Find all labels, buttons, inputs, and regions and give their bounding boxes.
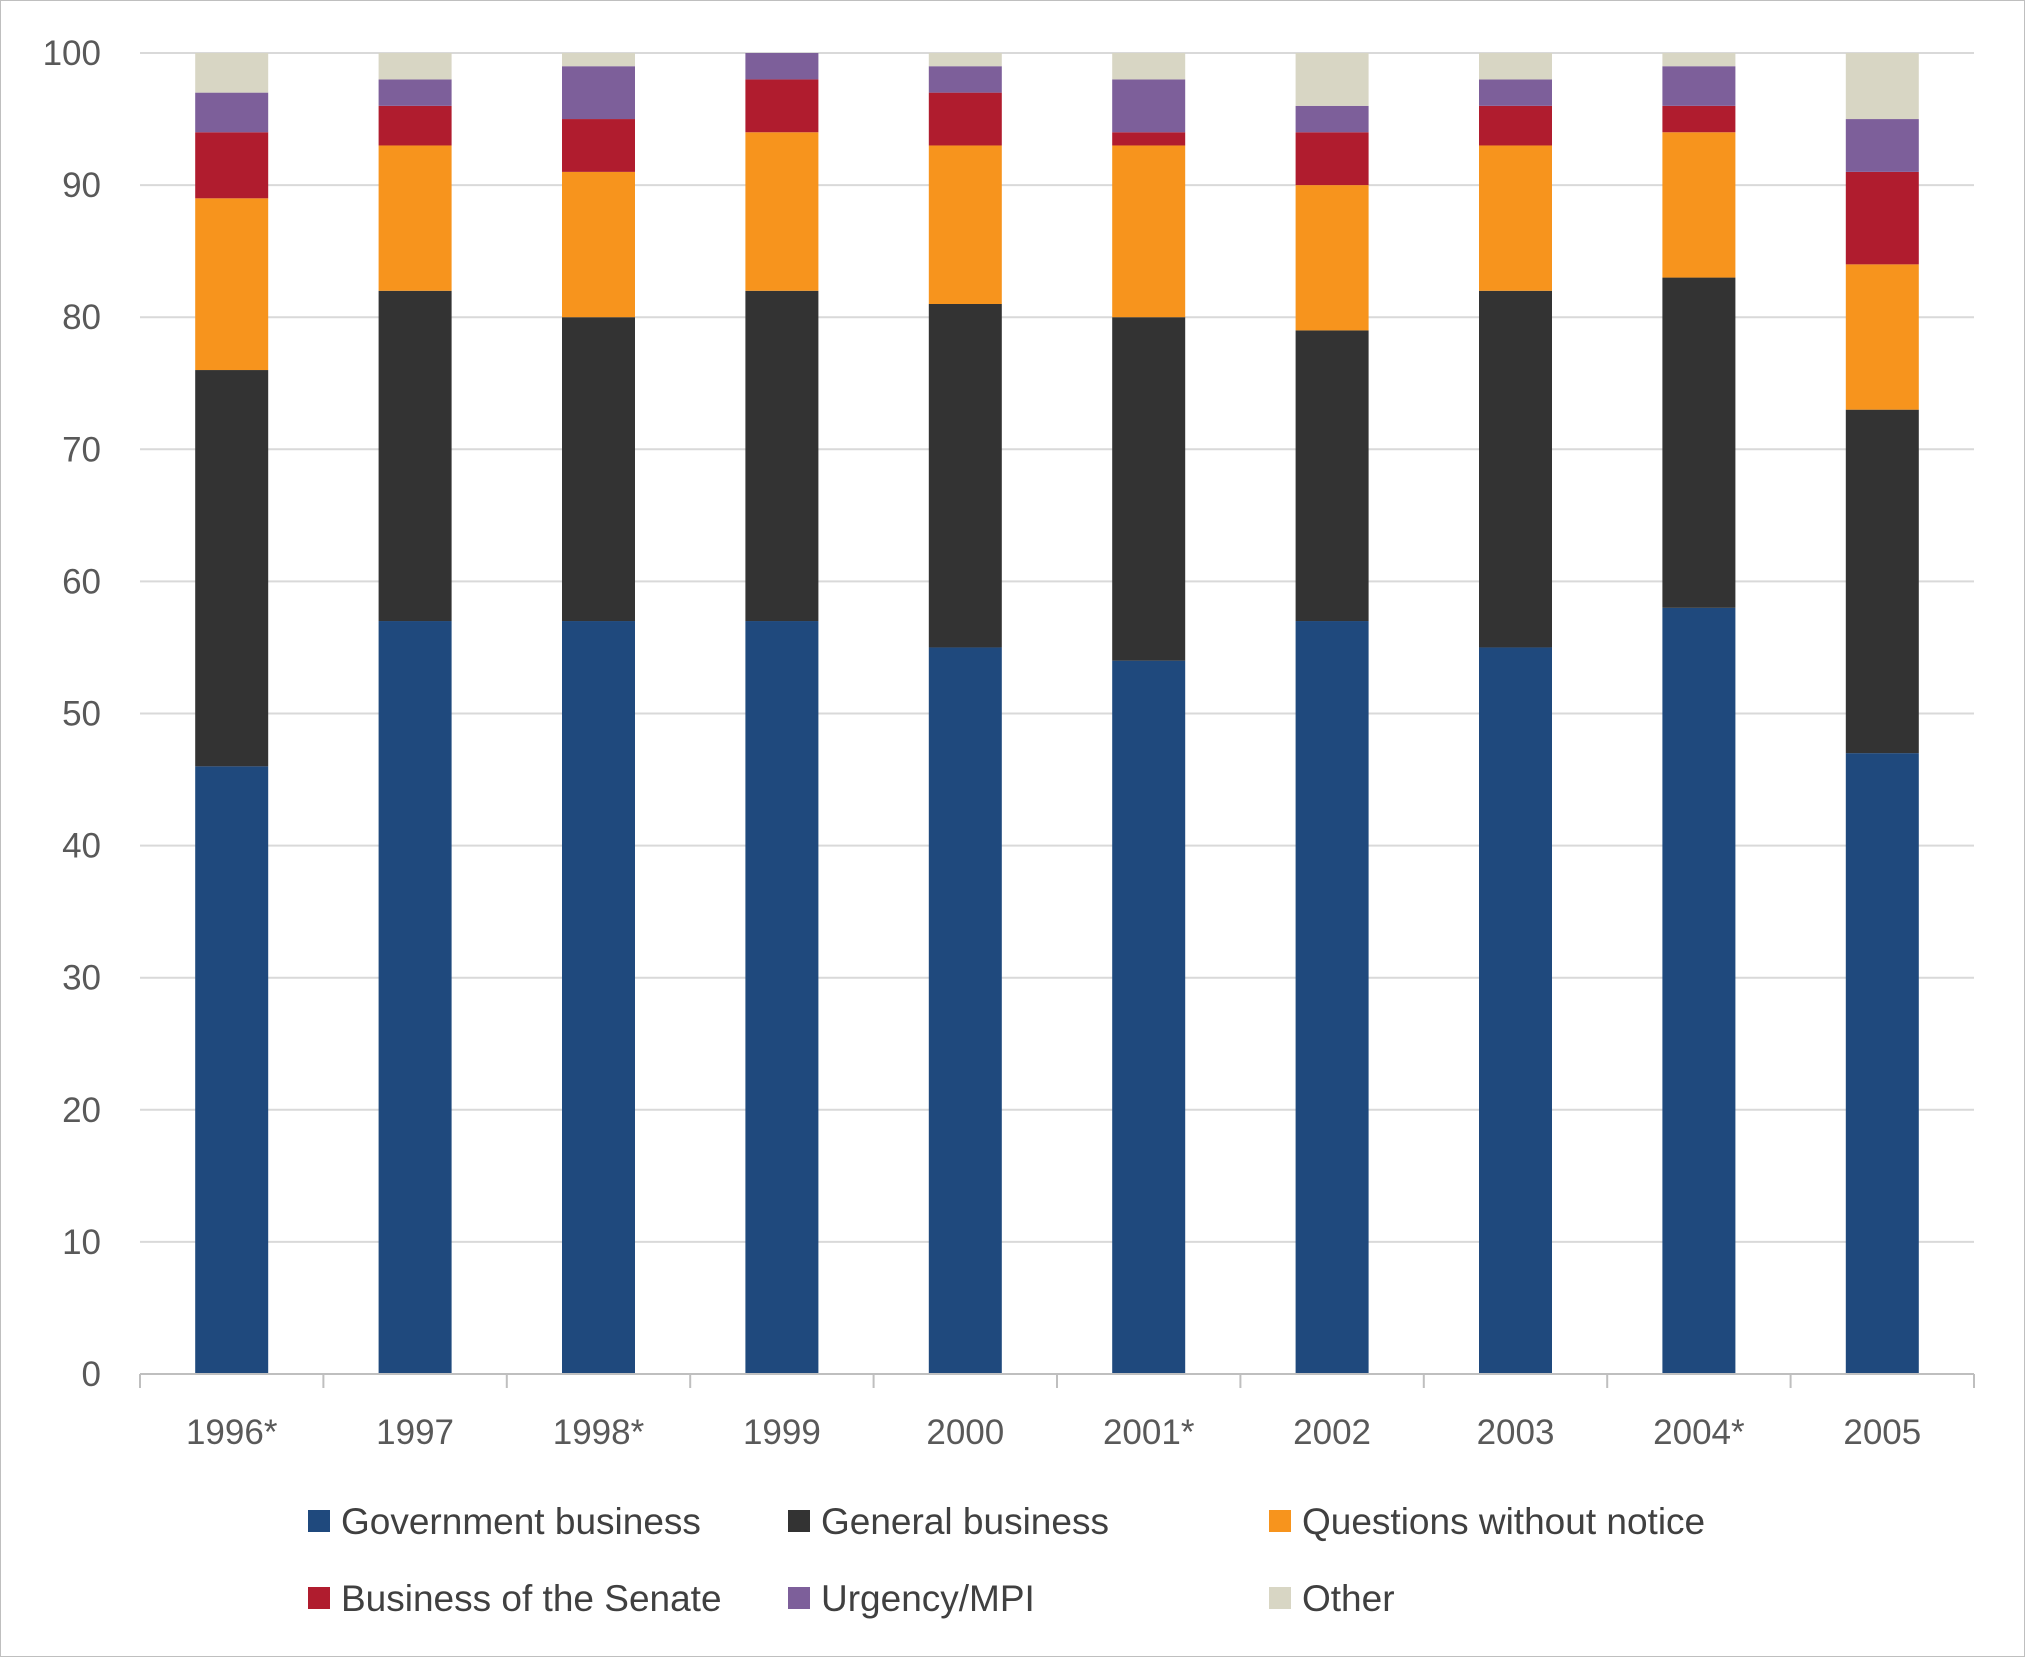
x-tick-label-2004: 2004* [1653,1413,1745,1452]
x-tick-label-2005: 2005 [1843,1413,1921,1452]
x-tick-label-2003: 2003 [1477,1413,1555,1452]
bar-1997-questions-without-notice [378,145,452,291]
bar-2000-business-of-the-senate [928,92,1002,146]
bar-2003-general-business [1479,290,1552,648]
legend-label-government-business: Government business [341,1501,701,1542]
bar-1997-business-of-the-senate [378,105,452,146]
legend-label-general-business: General business [821,1501,1109,1542]
x-tick-label-1996: 1996* [186,1413,278,1452]
bar-1996-government-business [195,766,269,1374]
bar-2003-other [1479,53,1552,80]
bar-2005-questions-without-notice [1845,264,1919,410]
bar-2001-government-business [1112,660,1186,1374]
bar-2004-business-of-the-senate [1662,105,1736,133]
legend-swatch-business-of-the-senate [308,1587,330,1609]
bar-2001-questions-without-notice [1112,145,1186,318]
axes [139,1373,1975,1388]
bar-2000-government-business [928,647,1002,1374]
bar-1996-other [195,53,269,93]
y-tick-label-90: 90 [62,166,101,205]
bar-1999-government-business [745,621,819,1374]
legend-label-questions-without-notice: Questions without notice [1302,1501,1705,1542]
bar-1997-government-business [378,621,452,1374]
bar-2004-urgency-mpi [1662,66,1736,106]
legend-swatch-general-business [788,1510,810,1532]
bar-2000-general-business [928,303,1002,648]
bar-2002-government-business [1295,621,1369,1374]
legend-swatch-questions-without-notice [1269,1510,1291,1532]
bar-1998-questions-without-notice [562,171,635,318]
bar-2000-other [928,53,1002,67]
legend-swatch-urgency-mpi [788,1587,810,1609]
x-tick-label-2001: 2001* [1103,1413,1195,1452]
bar-2001-business-of-the-senate [1112,132,1186,146]
bar-2003-urgency-mpi [1479,79,1552,106]
bar-2003-government-business [1479,647,1552,1374]
x-tick-label-1997: 1997 [376,1413,454,1452]
bar-2000-urgency-mpi [928,66,1002,93]
bar-2004-questions-without-notice [1662,132,1736,278]
bar-2005-urgency-mpi [1845,119,1919,172]
y-tick-label-60: 60 [62,562,101,601]
bar-1998-other [562,53,635,67]
y-tick-label-70: 70 [62,430,101,469]
bar-2002-other [1295,53,1369,106]
y-tick-label-20: 20 [62,1091,101,1130]
legend-swatch-other [1269,1587,1291,1609]
bar-2001-urgency-mpi [1112,79,1186,133]
bar-1999-urgency-mpi [745,53,819,80]
bar-1996-business-of-the-senate [195,132,269,199]
bar-2004-government-business [1662,607,1736,1374]
bar-2004-other [1662,53,1736,67]
y-tick-label-50: 50 [62,695,101,734]
bar-2005-general-business [1845,409,1919,754]
bar-2002-questions-without-notice [1295,185,1369,331]
bar-2000-questions-without-notice [928,145,1002,304]
bar-1998-general-business [562,317,635,622]
y-tick-label-80: 80 [62,298,101,337]
legend-label-business-of-the-senate: Business of the Senate [341,1578,722,1619]
bar-2005-government-business [1845,753,1919,1374]
x-tick-label-1999: 1999 [743,1413,821,1452]
bar-1997-general-business [378,290,452,622]
bar-1998-urgency-mpi [562,66,635,120]
bar-1997-other [378,53,452,80]
bar-2003-business-of-the-senate [1479,105,1552,146]
bar-1998-government-business [562,621,635,1374]
y-tick-label-40: 40 [62,827,101,866]
bar-1999-questions-without-notice [745,132,819,291]
legend: Government business General business Quest… [308,1501,1705,1619]
legend-label-urgency-mpi: Urgency/MPI [821,1578,1035,1619]
legend-label-other: Other [1302,1578,1395,1619]
bar-2005-other [1845,53,1919,120]
bar-2002-urgency-mpi [1295,105,1369,133]
y-tick-label-0: 0 [82,1355,101,1394]
bar-2003-questions-without-notice [1479,145,1552,291]
bar-1996-questions-without-notice [195,198,269,371]
bar-2002-business-of-the-senate [1295,132,1369,186]
bar-1999-business-of-the-senate [745,79,819,133]
bar-1997-urgency-mpi [378,79,452,106]
bar-2004-general-business [1662,277,1736,608]
bar-2001-other [1112,53,1186,80]
bar-1996-general-business [195,370,269,767]
bar-2001-general-business [1112,317,1186,661]
x-tick-label-2000: 2000 [926,1413,1004,1452]
x-tick-label-2002: 2002 [1293,1413,1371,1452]
bars [195,53,1919,1374]
bar-1999-general-business [745,290,819,622]
x-tick-labels: 1996* 1997 1998* 1999 2000 2001* 2002 2003 2004*… [186,1413,1921,1452]
legend-swatch-government-business [308,1510,330,1532]
y-tick-label-30: 30 [62,959,101,998]
y-tick-label-100: 100 [43,34,101,73]
bar-1996-urgency-mpi [195,92,269,133]
bar-2002-general-business [1295,330,1369,622]
bar-1998-business-of-the-senate [562,119,635,172]
bar-2005-business-of-the-senate [1845,171,1919,265]
y-tick-label-10: 10 [62,1223,101,1262]
x-tick-label-1998: 1998* [553,1413,645,1452]
y-tick-labels: 0 10 20 30 40 50 60 70 80 90 100 [43,34,101,1394]
